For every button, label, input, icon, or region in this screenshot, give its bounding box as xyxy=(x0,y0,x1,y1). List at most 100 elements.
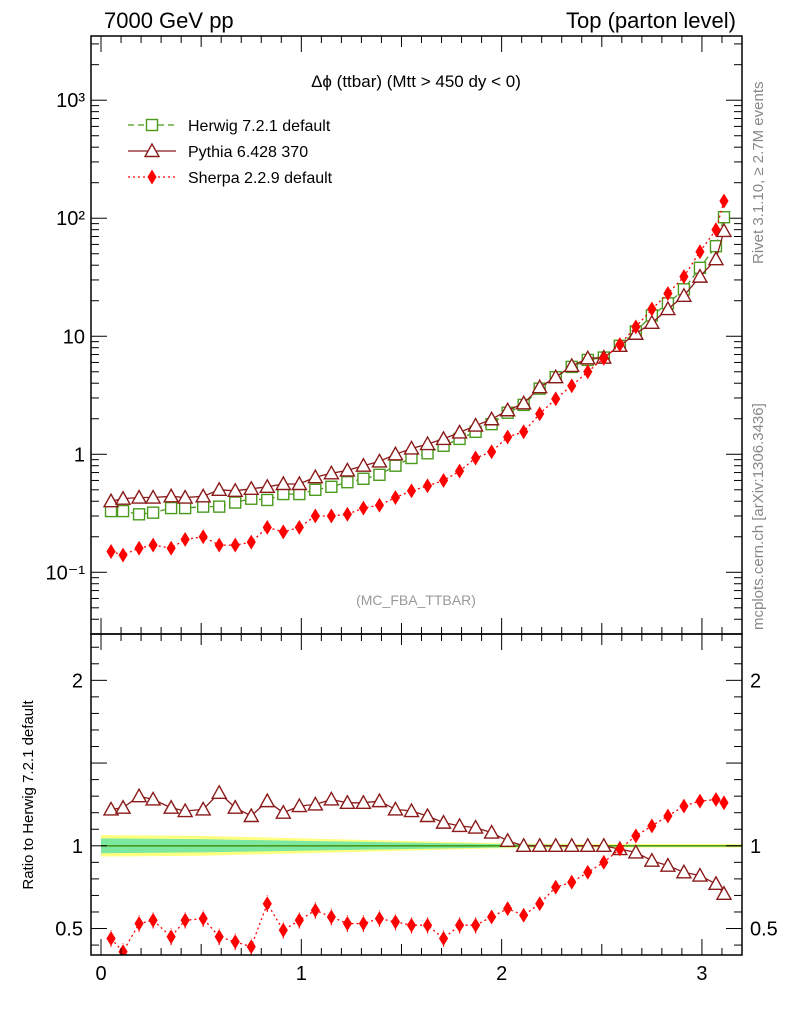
main-series-2-filled-diamond-point xyxy=(198,529,208,545)
main-series-1-open-triangle-point xyxy=(515,394,532,410)
ratio-series-0-open-triangle-point xyxy=(102,800,120,816)
main-series-1-open-triangle-point xyxy=(435,430,452,446)
header-right: Top (parton level) xyxy=(566,8,736,33)
ratio-series-0-open-triangle-point xyxy=(243,807,260,823)
main-series-1-open-triangle-point xyxy=(371,452,388,468)
ratio-series-0-open-triangle-point xyxy=(291,797,308,813)
ratio-series-1-filled-diamond-point xyxy=(422,917,433,933)
main-plot: Δϕ (ttbar) (Mtt > 450 dy < 0) (MC_FBA_TT… xyxy=(46,35,743,635)
main-series-2-filled-diamond-point xyxy=(230,537,240,553)
main-series-1-open-triangle-point xyxy=(323,464,340,480)
ratio-series-0-open-triangle-point xyxy=(176,802,194,818)
main-series-2-filled-diamond-point xyxy=(663,286,673,302)
main-series-2-filled-diamond-point xyxy=(166,540,176,556)
main-series-2-filled-diamond-point xyxy=(631,319,641,335)
main-series-1-open-triangle-point xyxy=(291,475,308,491)
main-series-0-open-square-point xyxy=(261,493,274,507)
ratio-series-1-filled-diamond-point xyxy=(294,912,304,928)
ratio-series-0-open-triangle-point xyxy=(355,794,372,809)
main-series-1-open-triangle-point xyxy=(419,435,436,451)
x-tick-label: 1 xyxy=(296,963,307,985)
ratio-ylabel: Ratio to Herwig 7.2.1 default xyxy=(20,700,37,890)
ratio-series-0-open-triangle-point xyxy=(130,787,148,803)
ratio-series-0-open-triangle-point xyxy=(707,875,725,891)
main-series-0-open-square-point xyxy=(325,480,338,494)
ratio-axes: 0.5 0.5 1 1 2 2 0 1 2 3 xyxy=(55,634,778,985)
main-y-tick-label: 1 xyxy=(74,444,85,466)
main-series-1-open-triangle-point xyxy=(707,250,725,266)
ratio-series-0-open-triangle-point xyxy=(675,863,693,879)
main-series-2-filled-diamond-point xyxy=(454,463,465,479)
main-series-0-open-square-line xyxy=(111,217,725,515)
main-series-2-filled-diamond-point xyxy=(599,350,609,366)
main-series-1-open-triangle-point xyxy=(130,489,148,504)
main-series-0-open-square-point xyxy=(373,468,386,481)
main-series-1-open-triangle-point xyxy=(643,314,661,330)
ratio-series-1-filled-diamond-point xyxy=(711,792,721,807)
ratio-series-1-filled-diamond-point xyxy=(599,854,609,870)
ratio-series-1-filled-diamond-point xyxy=(647,818,657,834)
ratio-series-0-open-triangle-point xyxy=(483,824,500,839)
main-series-0-open-square-point xyxy=(341,475,354,489)
ratio-y-tick-label-right: 1 xyxy=(750,836,761,858)
main-series-1-open-triangle-point xyxy=(499,401,516,417)
ratio-series-0-open-triangle-point xyxy=(339,794,356,809)
main-series-1-open-triangle-point xyxy=(339,461,356,477)
main-series-1-open-triangle-point xyxy=(563,357,580,373)
x-tick-label: 3 xyxy=(696,963,707,985)
main-series-2-filled-diamond-point xyxy=(647,301,657,317)
main-series-2-filled-diamond-point xyxy=(148,537,158,553)
main-series-2-filled-diamond-point xyxy=(438,472,449,488)
main-series-1-open-triangle-point xyxy=(259,478,276,494)
main-series-2-filled-diamond-point xyxy=(106,544,116,559)
ratio-series-0-open-triangle-point xyxy=(715,885,733,900)
ratio-series-0-open-triangle-point xyxy=(691,867,709,882)
ratio-series-0-open-triangle-point xyxy=(499,832,516,848)
main-series-0-open-square-point xyxy=(178,501,192,515)
ratio-series-0-open-triangle-point xyxy=(323,791,340,806)
main-series-2-filled-diamond-point xyxy=(374,497,385,513)
main-series-2-filled-diamond-point xyxy=(294,519,304,535)
main-series-2-filled-diamond-point xyxy=(180,531,190,547)
main-series-1-open-triangle-point xyxy=(275,475,292,491)
ratio-y-tick-label-right: 2 xyxy=(750,670,761,692)
main-series-2-filled-diamond-point xyxy=(390,490,401,505)
ratio-series-1-filled-diamond-point xyxy=(390,914,401,930)
ratio-series-0-open-triangle-point xyxy=(563,837,580,852)
legend-label: Herwig 7.2.1 default xyxy=(188,118,331,135)
ratio-series-0-open-triangle-point xyxy=(211,784,228,800)
ratio-plot: 0.5 0.5 1 1 2 2 0 1 2 3 Ratio to Herwig 7.2.1 def… xyxy=(20,633,778,985)
ratio-y-tick-label: 2 xyxy=(72,670,83,692)
main-series-2-filled-diamond-point xyxy=(551,391,561,407)
main-series-1-open-triangle-point xyxy=(579,349,596,365)
main-series-0-open-square-point xyxy=(164,501,178,515)
ratio-series-0-open-triangle-point xyxy=(227,799,244,814)
legend: Herwig 7.2.1 default Pythia 6.428 370 Sher… xyxy=(128,118,333,187)
ratio-series-0-open-triangle-point xyxy=(579,837,596,852)
ratio-series-1-filled-diamond-point xyxy=(406,917,417,933)
ratio-series-0-open-triangle-point xyxy=(451,817,468,833)
ratio-series-0-open-triangle-point xyxy=(144,791,162,806)
main-series-2-filled-diamond-point xyxy=(358,500,369,516)
legend-marker xyxy=(147,169,157,185)
main-series-1-open-triangle-point xyxy=(547,368,564,384)
ratio-y-tick-label-right: 0.5 xyxy=(750,919,778,941)
x-tick-label: 0 xyxy=(95,963,106,985)
main-series-2-filled-diamond-point xyxy=(567,378,577,394)
ratio-series-1-filled-diamond-point xyxy=(663,808,673,824)
ratio-series-1-filled-diamond-point xyxy=(567,874,577,890)
ratio-series-1-filled-diamond-point xyxy=(519,907,529,923)
main-series-0-open-square-point xyxy=(389,459,402,472)
ratio-series-1-filled-diamond-point xyxy=(454,917,465,933)
main-series-2-filled-diamond-point xyxy=(262,519,272,535)
main-axes: 10⁻¹ 1 10 10² 10³ xyxy=(46,36,742,635)
rivet-label: Rivet 3.1.10, ≥ 2.7M events xyxy=(750,82,767,265)
main-series-1-open-triangle-point xyxy=(176,489,194,504)
ratio-series-0-open-triangle-point xyxy=(162,799,180,814)
ratio-series-1-filled-diamond-point xyxy=(374,911,385,927)
main-series-1-open-triangle-point xyxy=(144,489,162,504)
main-series-1-open-triangle-point xyxy=(162,487,180,503)
main-series-0-open-square-point xyxy=(229,496,242,509)
ratio-series-1-filled-diamond-point xyxy=(679,798,689,814)
